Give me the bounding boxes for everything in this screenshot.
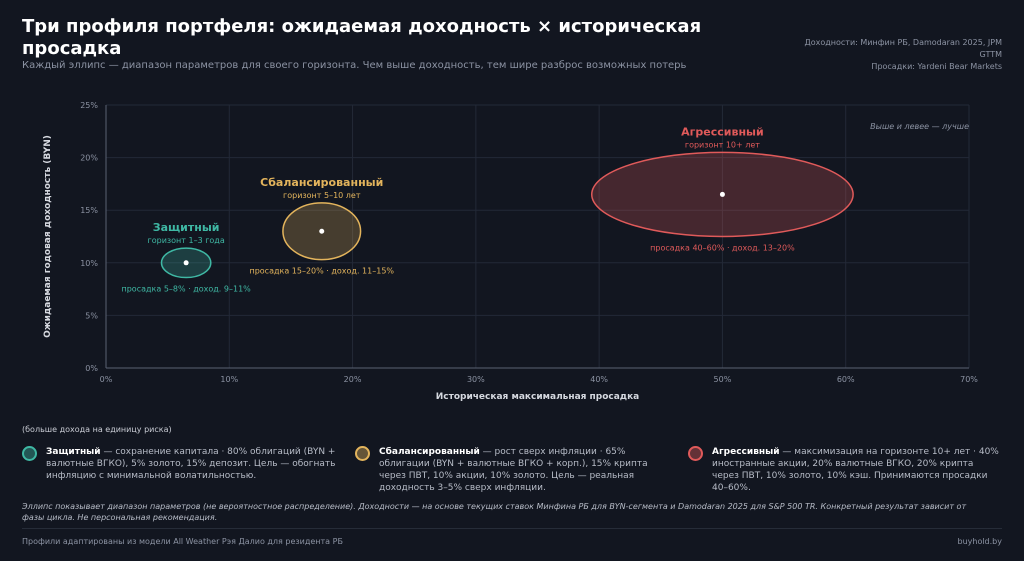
page-title: Три профиля портфеля: ожидаемая доходнос… <box>22 16 702 59</box>
y-tick-label: 5% <box>85 311 98 320</box>
legend-name: Агрессивный <box>712 447 780 457</box>
legend-swatch-balanced <box>355 446 370 461</box>
page-subtitle: Каждый эллипс — диапазон параметров для … <box>22 60 687 71</box>
profile-center-point <box>183 260 189 266</box>
x-tick-label: 30% <box>467 375 485 384</box>
x-tick-label: 10% <box>220 375 238 384</box>
profile-horizon-label: горизонт 10+ лет <box>685 140 760 149</box>
footer-site-link[interactable]: buyhold.by <box>957 537 1002 546</box>
legend-text: Защитный — сохранение капитала · 80% обл… <box>46 446 342 482</box>
profile-name-label: Защитный <box>153 221 220 234</box>
scatter-chart: 0% 10% 20% 30% 40% 50% 60% 70% 0% 5% 10% 15% 20% 25% И… <box>43 101 978 402</box>
y-tick-label: 0% <box>85 364 98 373</box>
x-tick-label: 70% <box>960 375 978 384</box>
x-tick-label: 50% <box>714 375 732 384</box>
profile-range-label: просадка 40–60% · доход. 13–20% <box>650 244 795 253</box>
profile-range-label: просадка 5–8% · доход. 9–11% <box>122 285 252 294</box>
legend-name: Сбалансированный <box>379 447 480 457</box>
profile-name-label: Сбалансированный <box>260 176 383 189</box>
disclaimer: Эллипс показывает диапазон параметров (н… <box>22 502 967 522</box>
source-line: GTTM <box>979 50 1002 59</box>
legend-text: Агрессивный — максимизация на горизонте … <box>712 446 1002 494</box>
sources-block: Доходности: Минфин РБ, Damodaran 2025, J… <box>762 37 1002 73</box>
corner-note: Выше и левее — лучше <box>870 122 969 131</box>
profile-center-point <box>719 191 725 197</box>
x-tick-label: 0% <box>100 375 113 384</box>
profile-center-point <box>319 228 325 234</box>
x-tick-label: 40% <box>590 375 608 384</box>
legend-swatch-defensive <box>22 446 37 461</box>
x-tick-label: 20% <box>344 375 362 384</box>
legend-desc: — максимизация на горизонте 10+ лет · 40… <box>712 447 999 493</box>
legend-swatch-aggressive <box>688 446 703 461</box>
x-axis-title: Историческая максимальная просадка <box>436 392 640 402</box>
source-line: Просадки: Yardeni Bear Markets <box>871 62 1002 71</box>
x-tick-label: 60% <box>837 375 855 384</box>
legend-desc: — сохранение капитала · 80% облигаций (B… <box>46 447 336 481</box>
legend-desc: — рост сверх инфляции · 65% облигации (B… <box>379 447 648 493</box>
footer-divider <box>22 528 1002 529</box>
y-tick-label: 15% <box>80 206 98 215</box>
profile-range-label: просадка 15–20% · доход. 11–15% <box>249 267 394 276</box>
profile-horizon-label: горизонт 5–10 лет <box>283 191 361 200</box>
profile-name-label: Агрессивный <box>681 125 764 138</box>
y-tick-label: 10% <box>80 259 98 268</box>
footer-attribution: Профили адаптированы из модели All Weath… <box>22 537 343 546</box>
y-axis-title: Ожидаемая годовая доходность (BYN) <box>43 135 53 338</box>
source-line: Доходности: Минфин РБ, Damodaran 2025, J… <box>804 38 1002 47</box>
legend-text: Сбалансированный — рост сверх инфляции ·… <box>379 446 669 494</box>
y-tick-label: 25% <box>80 101 98 110</box>
profile-horizon-label: горизонт 1–3 года <box>148 236 225 245</box>
legend-name: Защитный <box>46 447 101 457</box>
efficiency-note: (больше дохода на единицу риска) <box>22 425 172 434</box>
y-tick-label: 20% <box>80 154 98 163</box>
